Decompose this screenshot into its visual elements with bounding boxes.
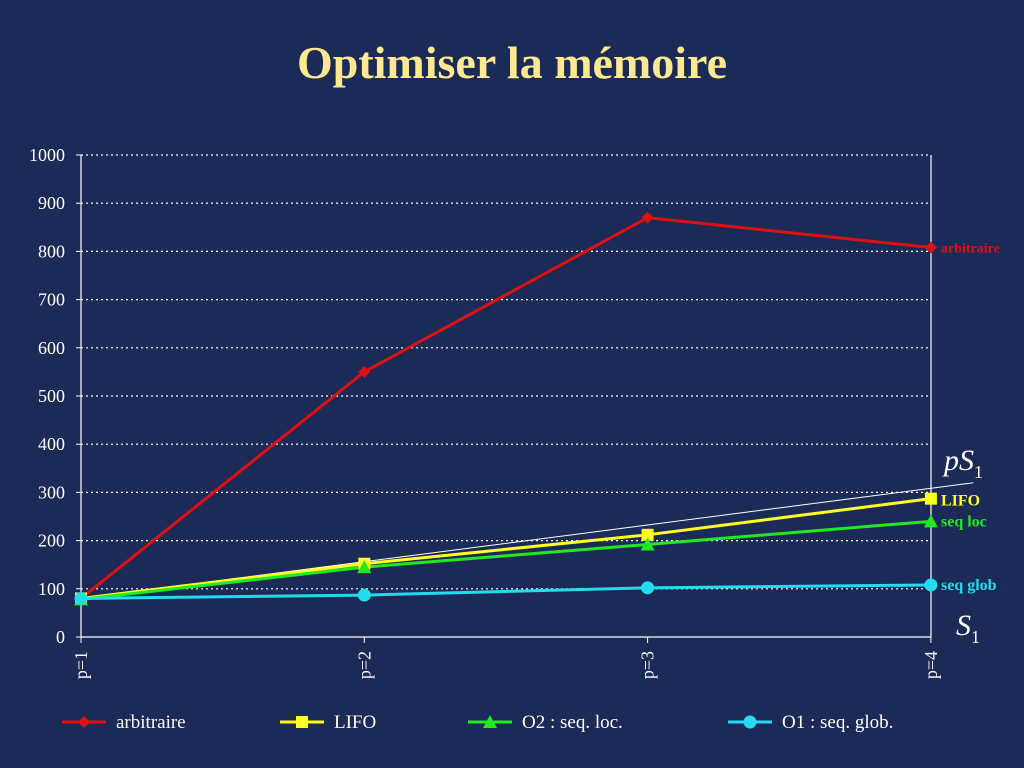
series-end-label: LIFO (941, 493, 980, 510)
x-tick-label: p=4 (921, 651, 941, 679)
data-point (924, 578, 938, 592)
grid-lines (81, 154, 931, 590)
series-line (80, 216, 932, 600)
data-point (357, 560, 372, 574)
y-tick-label: 900 (38, 193, 65, 213)
legend-marker (296, 716, 308, 728)
y-tick-label: 100 (38, 579, 65, 599)
legend-label: LIFO (334, 712, 376, 733)
legend-marker (743, 715, 757, 729)
x-tick-label: p=2 (354, 651, 374, 679)
x-tick-label: p=1 (71, 651, 91, 679)
legend-marker (483, 715, 497, 728)
data-point (924, 241, 937, 254)
y-tick-label: 200 (38, 531, 65, 551)
slide-title: Optimiser la mémoire (296, 37, 728, 88)
legend-label: O2 : seq. loc. (522, 712, 623, 733)
data-point (358, 365, 371, 378)
data-point (924, 492, 937, 505)
data-point (641, 581, 655, 595)
series-end-label: arbitraire (941, 242, 1000, 257)
data-point (923, 514, 938, 528)
legend-marker (78, 716, 90, 728)
series-line (80, 583, 931, 600)
data-point (74, 591, 88, 605)
reference-line-label: pS1 (942, 444, 983, 482)
y-tick-label: 400 (38, 434, 65, 454)
y-tick-label: 1000 (29, 145, 65, 165)
data-point (357, 588, 371, 602)
series-end-label: seq loc (941, 513, 987, 530)
y-tick-label: 700 (38, 290, 65, 310)
y-tick-label: 300 (38, 482, 65, 502)
y-tick-label: 0 (56, 627, 65, 647)
y-tick-label: 600 (38, 338, 65, 358)
annotation-group: arbitraire LIFO seq loc seq glob pS1 S1 (941, 242, 1000, 647)
series-end-label: seq glob (941, 577, 997, 594)
data-point (641, 528, 654, 541)
y-tick-label: 800 (38, 241, 65, 261)
series-line (80, 519, 932, 601)
series-group (74, 211, 938, 606)
legend-label: O1 : seq. glob. (782, 712, 893, 733)
baseline-label-subscript: 1 (971, 627, 980, 647)
x-tick-label: p=3 (638, 651, 658, 679)
axes: 0 100 200 300 400 500 600 700 800 900 1000 p=1 p=2 p=… (29, 145, 941, 679)
baseline-label: S1 (956, 609, 980, 647)
reference-line-label-subscript: 1 (974, 462, 983, 482)
legend-label: arbitraire (116, 712, 186, 733)
data-point (641, 211, 654, 224)
legend: arbitraire LIFO O2 : seq. loc. O1 : seq. gl… (62, 712, 893, 733)
series-line (80, 497, 932, 600)
y-tick-label: 500 (38, 386, 65, 406)
data-point (640, 537, 655, 551)
